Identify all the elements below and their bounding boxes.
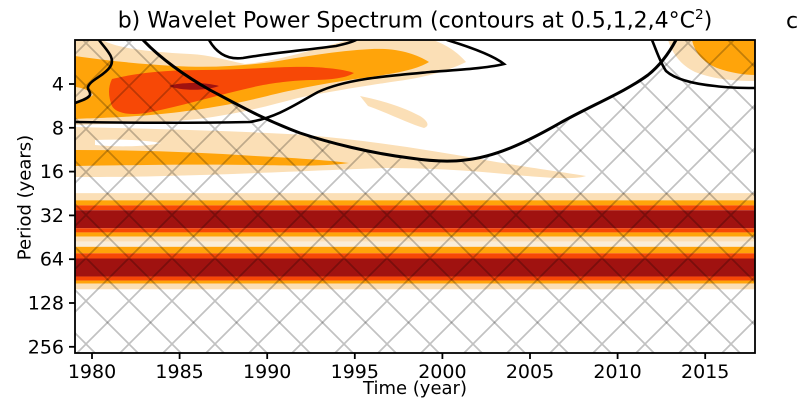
x-tick-label: 2005 [506,361,554,383]
y-tick-label: 8 [52,117,64,139]
adjacent-panel-title-fragment: c [786,9,799,34]
wisp-peach-under-blob [360,96,428,128]
x-tick-label: 2000 [418,361,466,383]
x-tick-label: 1985 [155,361,203,383]
x-axis-label: Time (year) [363,378,467,399]
sig-contour-topright-blob [650,40,755,90]
sig-contour-main-blob [75,40,507,125]
x-tick-label: 1980 [68,361,116,383]
sig-contour-left-edge [75,40,114,105]
title-superscript: 2 [695,7,704,23]
y-tick-label: 256 [28,336,64,358]
plot-content [75,40,755,353]
plot-title: b) Wavelet Power Spectrum (contours at 0… [117,7,713,34]
sig-contour-top-notch [207,40,358,60]
x-tick-label: 1990 [243,361,291,383]
axes-frame [74,39,756,354]
x-tick-label: 1995 [331,361,379,383]
y-tick-label: 16 [40,161,64,183]
y-tick-label: 4 [52,74,64,96]
cone-of-influence-curve [141,40,678,163]
y-tick-label: 32 [40,205,64,227]
y-tick-label: 64 [40,249,64,271]
x-tick-label: 2010 [593,361,641,383]
coi-outside-hatch-region [75,40,755,353]
y-tick-label: 128 [28,293,64,315]
x-tick-label: 2015 [681,361,729,383]
